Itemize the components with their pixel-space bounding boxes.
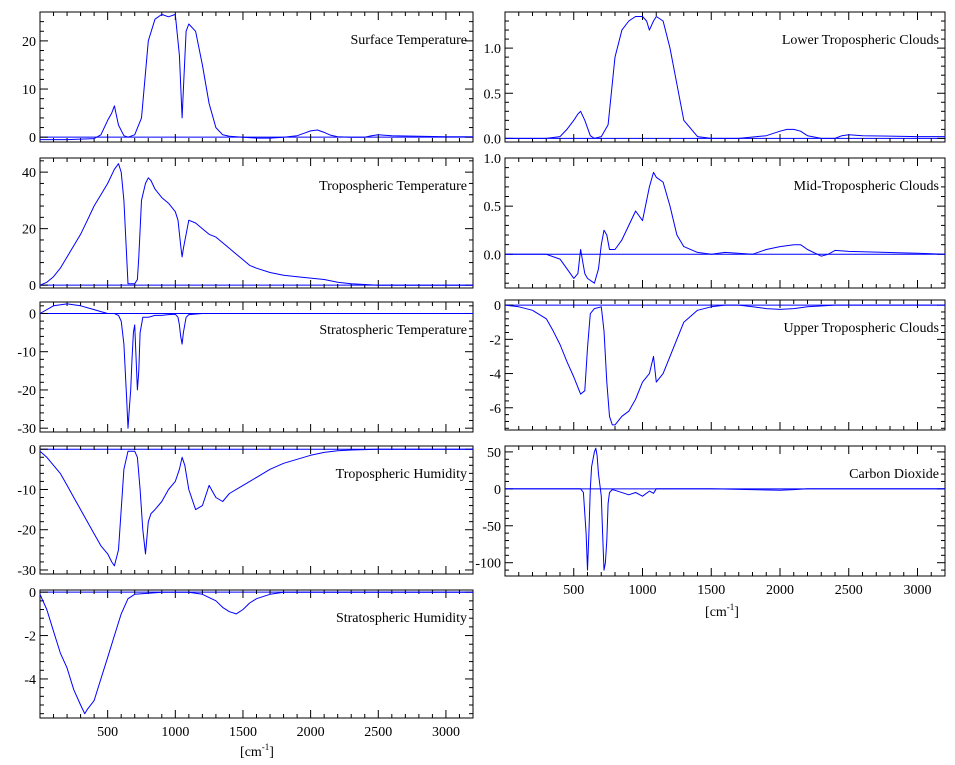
- stratospheric-temperature-frame: [39, 301, 474, 433]
- stratospheric-temperature-ytick-label: -20: [17, 384, 36, 399]
- carbon-dioxide-xtick-label: 1500: [697, 583, 725, 598]
- tropospheric-temperature-ytick-label: 40: [22, 166, 36, 181]
- tropospheric-humidity-frame: [39, 445, 474, 575]
- left-x-axis-label-sup: -1: [262, 742, 270, 752]
- upper-tropospheric-clouds-frame: [504, 299, 946, 431]
- stratospheric-humidity-xtick-label: 3000: [432, 725, 460, 740]
- carbon-dioxide-xtick-label: 1000: [629, 583, 657, 598]
- carbon-dioxide-ytick-label: -50: [482, 520, 501, 535]
- mid-tropospheric-clouds-series-line: [505, 171, 946, 284]
- left-x-axis-label: [cm-1]: [240, 742, 274, 760]
- surface-temperature-ytick-label: 0: [29, 131, 36, 146]
- panel-mid-tropospheric-clouds: 0.0 0.5 1.0 Mid-Tropospheric Clouds: [484, 152, 946, 289]
- mid-tropospheric-clouds-ytick-label: 0.0: [484, 248, 502, 263]
- stratospheric-humidity-xtick-label: 2000: [297, 725, 325, 740]
- carbon-dioxide-xtick-label: 2500: [835, 583, 863, 598]
- lower-tropospheric-clouds-title: Lower Tropospheric Clouds: [782, 33, 939, 48]
- right-x-axis-label-sup: -1: [727, 602, 735, 612]
- surface-temperature-ytick-label: 20: [22, 35, 36, 50]
- panel-lower-tropospheric-clouds: 0.0 0.5 1.0 Lower Tropospheric Clouds: [484, 11, 946, 147]
- tropospheric-humidity-ytick-label: -20: [17, 524, 36, 539]
- stratospheric-temperature-series-line: [39, 303, 473, 429]
- surface-temperature-ytick-label: 10: [22, 83, 36, 98]
- mid-tropospheric-clouds-frame: [504, 157, 946, 289]
- surface-temperature-frame: [39, 11, 474, 143]
- carbon-dioxide-frame: [504, 445, 946, 577]
- right-x-axis-label-base: [cm: [705, 605, 727, 620]
- tropospheric-humidity-ytick-label: 0: [29, 443, 36, 458]
- carbon-dioxide-xtick-label: 500: [563, 583, 584, 598]
- carbon-dioxide-ytick-label: 0: [494, 483, 501, 498]
- stratospheric-humidity-title: Stratospheric Humidity: [336, 611, 467, 626]
- stratospheric-temperature-ytick-label: 0: [29, 307, 36, 322]
- panel-surface-temperature: 0 10 20 Surface Temperature: [22, 11, 474, 146]
- tropospheric-temperature-ytick-label: 0: [29, 279, 36, 294]
- lower-tropospheric-clouds-series-line: [505, 16, 945, 139]
- carbon-dioxide-ytick-label: 50: [487, 446, 501, 461]
- upper-tropospheric-clouds-title: Upper Tropospheric Clouds: [783, 321, 939, 336]
- stratospheric-humidity-xtick-label: 1500: [229, 725, 257, 740]
- carbon-dioxide-title: Carbon Dioxide: [849, 467, 939, 482]
- mid-tropospheric-clouds-ytick-label: 0.5: [484, 200, 502, 215]
- carbon-dioxide-xtick-label: 3000: [904, 583, 932, 598]
- stratospheric-temperature-title: Stratospheric Temperature: [319, 323, 467, 338]
- surface-temperature-series-line: [40, 13, 473, 141]
- lower-tropospheric-clouds-ytick-label: 0.5: [484, 87, 502, 102]
- stratospheric-humidity-series-line: [39, 591, 473, 715]
- stratospheric-humidity-frame: [39, 589, 474, 719]
- upper-tropospheric-clouds-ytick-label: 0: [494, 299, 501, 314]
- panel-tropospheric-humidity: 0 -10 -20 -30 Tropospheric Humidity: [17, 443, 474, 579]
- upper-tropospheric-clouds-ytick-label: -4: [489, 368, 501, 383]
- panel-upper-tropospheric-clouds: 0 -2 -4 -6 Upper Tropospheric Clouds: [489, 299, 946, 431]
- upper-tropospheric-clouds-ytick-label: -6: [489, 402, 501, 417]
- right-x-axis-label: [cm-1]: [705, 602, 739, 620]
- lower-tropospheric-clouds-ytick-label: 1.0: [484, 42, 502, 57]
- stratospheric-humidity-ytick-label: 0: [29, 586, 36, 601]
- tropospheric-humidity-ytick-label: -30: [17, 564, 36, 579]
- mid-tropospheric-clouds-title: Mid-Tropospheric Clouds: [794, 179, 939, 194]
- carbon-dioxide-xtick-label: 2000: [766, 583, 794, 598]
- stratospheric-humidity-ytick-label: -2: [24, 630, 36, 645]
- surface-temperature-title: Surface Temperature: [350, 33, 467, 48]
- panel-stratospheric-humidity: 0 -2 -4 500 1000 1500 2000 2500 3000 Stratospheri…: [24, 586, 474, 740]
- left-x-axis-label-base: [cm: [240, 745, 262, 760]
- mid-tropospheric-clouds-ytick-label: 1.0: [484, 152, 502, 167]
- carbon-dioxide-series-line: [505, 447, 945, 571]
- stratospheric-temperature-ytick-label: -10: [17, 346, 36, 361]
- stratospheric-temperature-ytick-label: -30: [17, 422, 36, 437]
- tropospheric-temperature-title: Tropospheric Temperature: [319, 179, 467, 194]
- stratospheric-humidity-ytick-label: -4: [24, 673, 36, 688]
- upper-tropospheric-clouds-series-line: [504, 304, 945, 426]
- panel-tropospheric-temperature: 0 20 40 Tropospheric Temperature: [22, 157, 474, 294]
- tropospheric-humidity-series-line: [39, 448, 473, 567]
- left-x-axis-label-end: ]: [269, 745, 274, 760]
- carbon-dioxide-ytick-label: -100: [475, 557, 501, 572]
- upper-tropospheric-clouds-ytick-label: -2: [489, 333, 501, 348]
- lower-tropospheric-clouds-frame: [504, 11, 946, 143]
- stratospheric-humidity-xtick-label: 2500: [364, 725, 392, 740]
- panel-stratospheric-temperature: 0 -10 -20 -30 Stratospheric Temperature: [17, 301, 474, 437]
- tropospheric-humidity-title: Tropospheric Humidity: [336, 467, 467, 482]
- tropospheric-temperature-series-line: [39, 163, 473, 286]
- right-x-axis-label-end: ]: [734, 605, 739, 620]
- stratospheric-humidity-xtick-label: 500: [97, 725, 118, 740]
- stratospheric-humidity-xtick-label: 1000: [161, 725, 189, 740]
- lower-tropospheric-clouds-ytick-label: 0.0: [484, 132, 502, 147]
- tropospheric-temperature-ytick-label: 20: [22, 223, 36, 238]
- tropospheric-humidity-ytick-label: -10: [17, 483, 36, 498]
